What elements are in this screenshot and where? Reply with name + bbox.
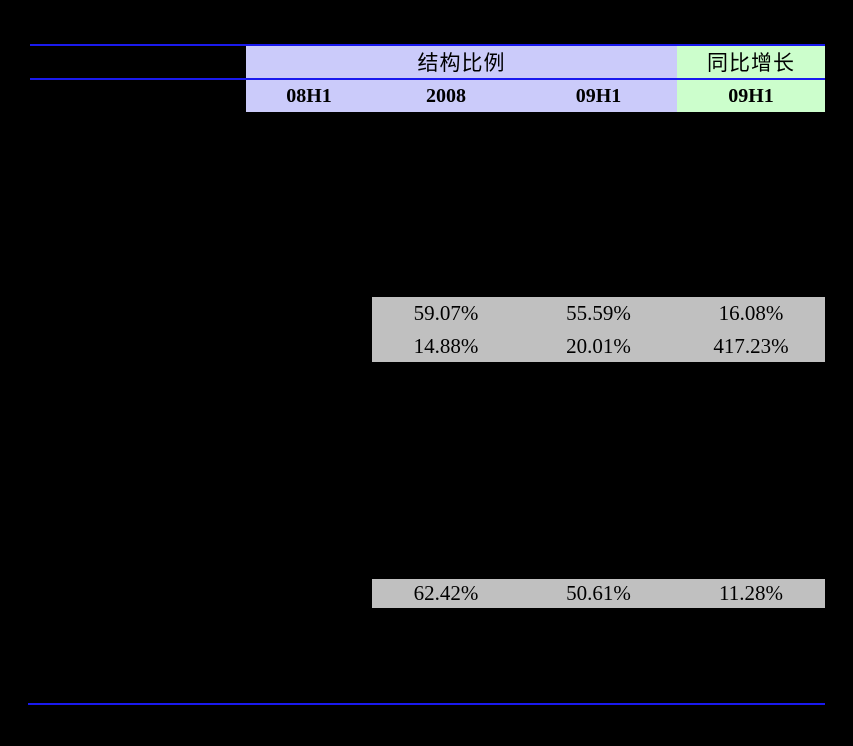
data-cell: 50.61% (566, 581, 631, 605)
column-header-09h1: 09H1 (575, 84, 622, 107)
structure-group-label: 结构比例 (417, 51, 506, 75)
data-block-1 (372, 297, 825, 362)
data-cell: 20.01% (566, 333, 631, 358)
header-divider-rule (30, 78, 825, 80)
data-cell: 16.08% (718, 301, 784, 325)
data-cell: 62.42% (413, 581, 479, 605)
data-cell: 14.88% (413, 333, 479, 358)
column-header-09h1-yoy: 09H1 (728, 84, 774, 107)
column-header-2008: 2008 (426, 84, 466, 107)
top-rule (30, 44, 825, 46)
data-cell: 59.07% (413, 301, 479, 325)
data-cell: 417.23% (713, 333, 789, 358)
data-cell: 11.28% (719, 581, 783, 605)
data-cell: 55.59% (566, 301, 631, 325)
yoy-group-label: 同比增长 (707, 51, 795, 75)
column-header-08h1: 08H1 (286, 84, 332, 107)
bottom-rule (28, 703, 825, 705)
data-block-2 (372, 579, 825, 608)
